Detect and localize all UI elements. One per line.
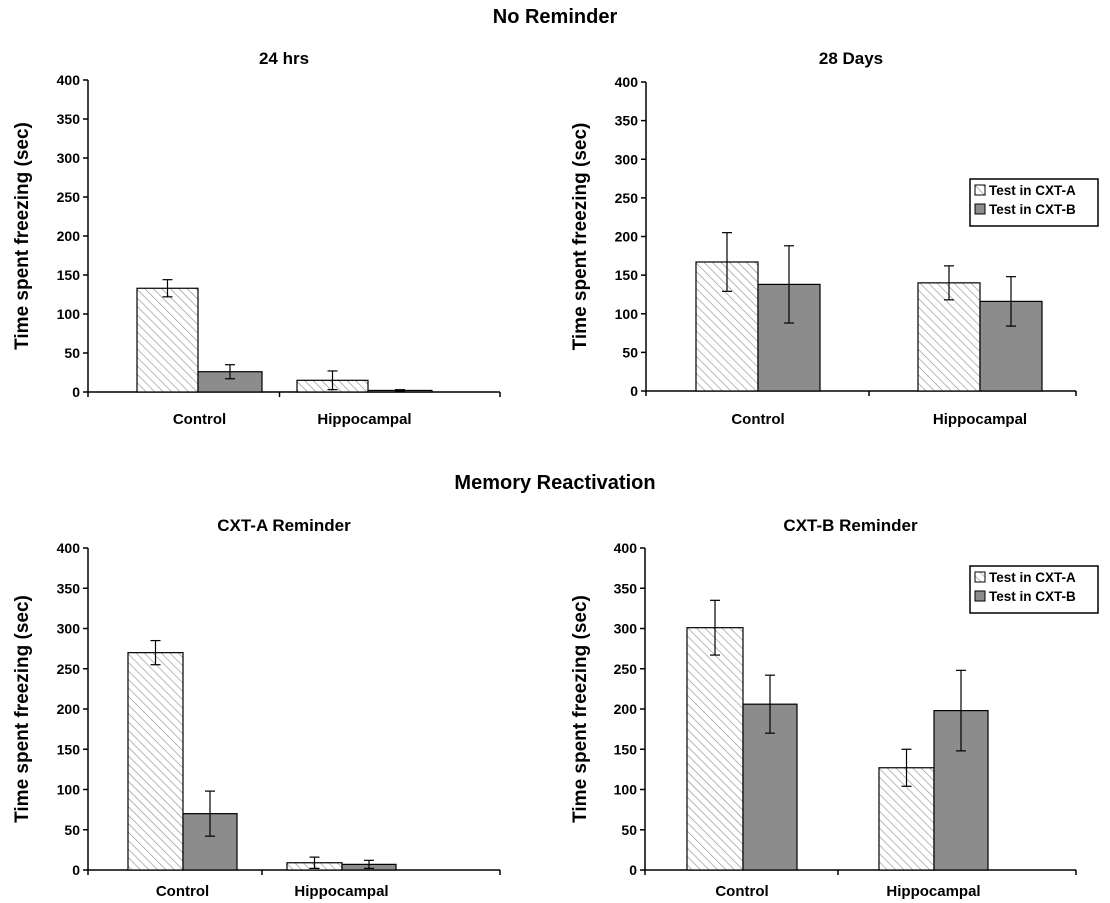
y-tick-label: 50 [622, 344, 638, 360]
legend-swatch [974, 590, 986, 602]
x-category-label: Hippocampal [933, 411, 1027, 428]
y-tick-label: 50 [64, 345, 80, 361]
figure-title-no-reminder: No Reminder [492, 6, 618, 28]
legend-box [969, 178, 1099, 227]
y-tick-label: 50 [64, 822, 80, 838]
bar-control-series-1 [686, 627, 744, 871]
y-tick-label: 200 [57, 228, 81, 244]
chart-panel-2: 28 Days Time spent freezing (sec) 0 50 100 15… [570, 49, 1099, 428]
panel-title: CXT-B Reminder [783, 516, 918, 535]
y-tick-label: 0 [72, 384, 80, 400]
y-tick-label: 350 [615, 113, 639, 129]
panel-title: 28 Days [819, 49, 883, 68]
y-tick-label: 150 [615, 267, 639, 283]
y-tick-label: 200 [614, 701, 638, 717]
x-category-label: Control [715, 883, 768, 900]
legend-label: Test in CXT-A [989, 570, 1076, 585]
y-axis-label: Time spent freezing (sec) [570, 595, 591, 823]
panel-title: 24 hrs [259, 49, 309, 68]
y-tick-label: 400 [614, 540, 638, 556]
y-tick-label: 150 [57, 741, 81, 757]
legend-label: Test in CXT-B [989, 589, 1076, 604]
y-tick-label: 200 [615, 229, 639, 245]
legend-label: Test in CXT-A [989, 183, 1076, 198]
y-tick-label: 250 [57, 661, 81, 677]
y-tick-label: 150 [57, 267, 81, 283]
y-tick-label: 100 [615, 306, 639, 322]
y-axis-label: Time spent freezing (sec) [570, 123, 591, 351]
figure-title-memory-reactivation: Memory Reactivation [454, 472, 656, 494]
y-tick-label: 300 [57, 621, 81, 637]
y-tick-label: 0 [630, 383, 638, 399]
y-tick-label: 150 [614, 741, 638, 757]
y-tick-label: 400 [615, 74, 639, 90]
legend-swatch [974, 571, 986, 583]
y-tick-label: 300 [57, 150, 81, 166]
x-category-label: Hippocampal [317, 411, 411, 428]
y-tick-label: 250 [57, 189, 81, 205]
bar-control-series-1 [136, 287, 199, 393]
y-tick-label: 350 [57, 111, 81, 127]
y-tick-label: 50 [621, 822, 637, 838]
legend-swatch [974, 203, 986, 215]
y-tick-label: 350 [614, 580, 638, 596]
y-tick-label: 200 [57, 701, 81, 717]
chart-panel-3: CXT-A Reminder Time spent freezing (sec) 0… [12, 516, 501, 900]
x-category-label: Hippocampal [886, 883, 980, 900]
legend-box [969, 565, 1099, 614]
y-tick-label: 350 [57, 580, 81, 596]
chart-panel-1: 24 hrs Time spent freezing (sec) 0 50 100 150… [12, 49, 501, 428]
chart-panel-4: CXT-B Reminder Time spent freezing (sec) 0… [570, 516, 1099, 900]
y-tick-label: 0 [629, 862, 637, 878]
y-tick-label: 100 [57, 782, 81, 798]
legend-swatch [974, 184, 986, 196]
x-category-label: Control [173, 411, 226, 428]
y-axis-label: Time spent freezing (sec) [12, 595, 33, 823]
y-tick-label: 300 [614, 621, 638, 637]
y-axis-label: Time spent freezing (sec) [12, 122, 33, 350]
bar-control-series-1 [127, 652, 184, 871]
y-tick-label: 100 [614, 782, 638, 798]
y-tick-label: 100 [57, 306, 81, 322]
legend-label: Test in CXT-B [989, 202, 1076, 217]
y-tick-label: 0 [72, 862, 80, 878]
x-category-label: Hippocampal [294, 883, 388, 900]
y-tick-label: 250 [614, 661, 638, 677]
x-category-label: Control [156, 883, 209, 900]
y-tick-label: 250 [615, 190, 639, 206]
y-tick-label: 400 [57, 72, 81, 88]
panel-title: CXT-A Reminder [217, 516, 351, 535]
y-tick-label: 400 [57, 540, 81, 556]
x-category-label: Control [731, 411, 784, 428]
y-tick-label: 300 [615, 151, 639, 167]
